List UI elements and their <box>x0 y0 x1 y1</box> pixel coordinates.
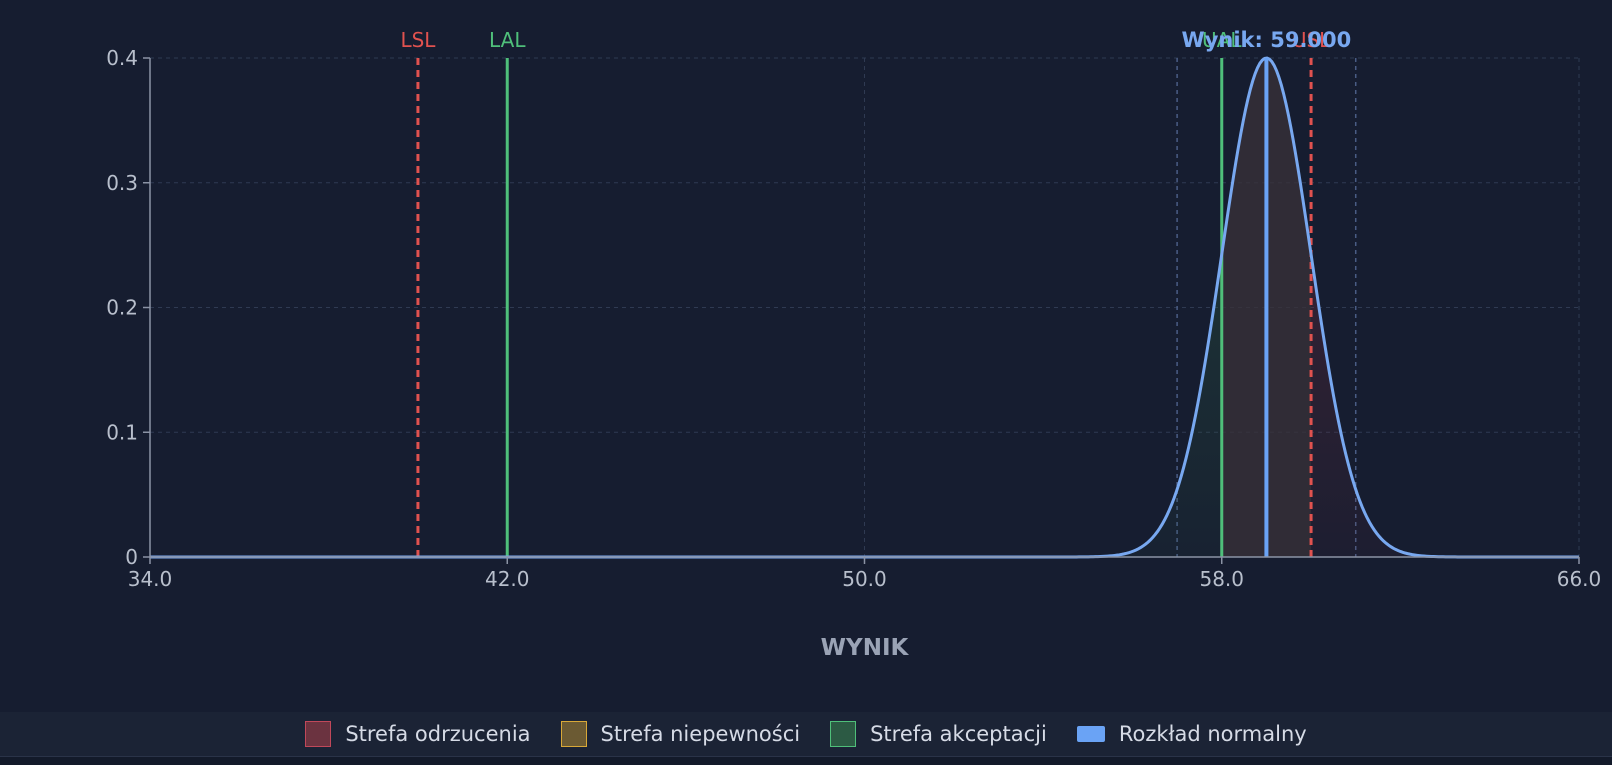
legend-item-uncertainty-zone[interactable]: Strefa niepewności <box>560 721 801 747</box>
legend-swatch-rejection <box>305 721 332 747</box>
rejection-zone-area <box>1311 254 1490 557</box>
reference-label-ual: UAL <box>1202 28 1242 52</box>
reference-label-lal: LAL <box>489 28 526 52</box>
legend-item-rejection-zone[interactable]: Strefa odrzucenia <box>305 721 531 747</box>
chart-panel: 0 0.1 0.2 0.3 0.4 34.0 42.0 50.0 58.0 66.0 LSL LAL U… <box>106 28 1602 661</box>
legend-label-normal: Rozkład normalny <box>1118 722 1307 746</box>
legend-label-acceptance: Strefa akceptacji <box>870 722 1047 746</box>
x-tick-label-1: 42.0 <box>485 567 530 591</box>
x-tick-label-4: 66.0 <box>1557 567 1602 591</box>
acceptance-zone-area <box>1043 254 1222 557</box>
y-tick-label-4: 0.4 <box>106 46 138 70</box>
normal-distribution-chart: 0 0.1 0.2 0.3 0.4 34.0 42.0 50.0 58.0 66.0 LSL LAL U… <box>106 28 1602 661</box>
legend-label-uncertainty: Strefa niepewności <box>600 722 801 746</box>
bottom-divider <box>0 756 1612 765</box>
y-tick-label-3: 0.3 <box>106 171 138 195</box>
legend-swatch-normal <box>1076 726 1105 742</box>
x-axis-title: WYNIK <box>821 635 910 661</box>
reference-label-lsl: LSL <box>400 28 436 52</box>
x-tick-label-2: 50.0 <box>842 567 887 591</box>
y-tick-label-0: 0 <box>125 545 138 569</box>
x-tick-label-0: 34.0 <box>128 567 173 591</box>
legend-item-acceptance-zone[interactable]: Strefa akceptacji <box>830 721 1047 747</box>
reference-label-usl: USL <box>1292 28 1331 52</box>
legend-label-rejection: Strefa odrzucenia <box>345 722 531 746</box>
legend-swatch-acceptance <box>830 721 857 747</box>
chart-legend: Strefa odrzucenia Strefa niepewności Str… <box>0 712 1612 756</box>
legend-swatch-uncertainty <box>560 721 587 747</box>
y-tick-label-2: 0.2 <box>106 296 138 320</box>
x-tick-label-3: 58.0 <box>1199 567 1244 591</box>
result-label: Wynik: 59.000 <box>1182 28 1352 52</box>
y-tick-label-1: 0.1 <box>106 420 138 444</box>
legend-item-normal-distribution[interactable]: Rozkład normalny <box>1076 722 1307 746</box>
